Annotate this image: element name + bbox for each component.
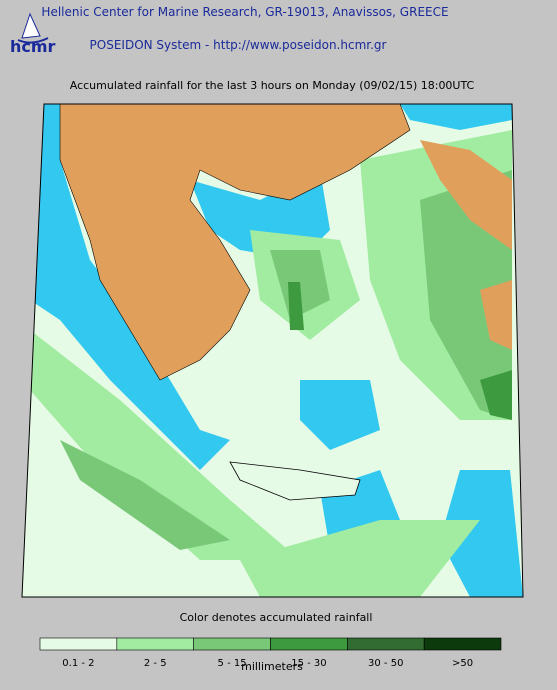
map-frame	[21, 103, 524, 598]
map	[22, 104, 523, 597]
header-line: POSEIDON System - http://www.poseidon.hc…	[90, 38, 387, 52]
legend-swatch	[423, 637, 502, 651]
legend-label: >50	[452, 658, 473, 669]
logo-text: hcmr	[10, 37, 56, 56]
legend-label: 30 - 50	[368, 658, 403, 669]
legend-label: 15 - 30	[291, 658, 326, 669]
legend-label: 0.1 - 2	[62, 658, 94, 669]
legend-label: 2 - 5	[144, 658, 167, 669]
legend-label: 5 - 15	[218, 658, 247, 669]
legend-swatch	[39, 637, 118, 651]
legend-swatch	[347, 637, 425, 651]
legend: 0.1 - 2 2 - 5 5 - 15 15 - 30 30 - 50 >50	[39, 637, 502, 669]
legend-swatch	[193, 637, 271, 651]
legend-unit: millimeters	[241, 660, 303, 673]
logo	[17, 12, 49, 44]
header-line: Hellenic Center for Marine Research, GR-…	[41, 5, 448, 19]
legend-swatch	[116, 637, 194, 651]
legend-swatch	[270, 637, 348, 651]
map-title: Accumulated rainfall for the last 3 hour…	[70, 79, 475, 92]
legend-title: Color denotes accumulated rainfall	[180, 611, 373, 624]
